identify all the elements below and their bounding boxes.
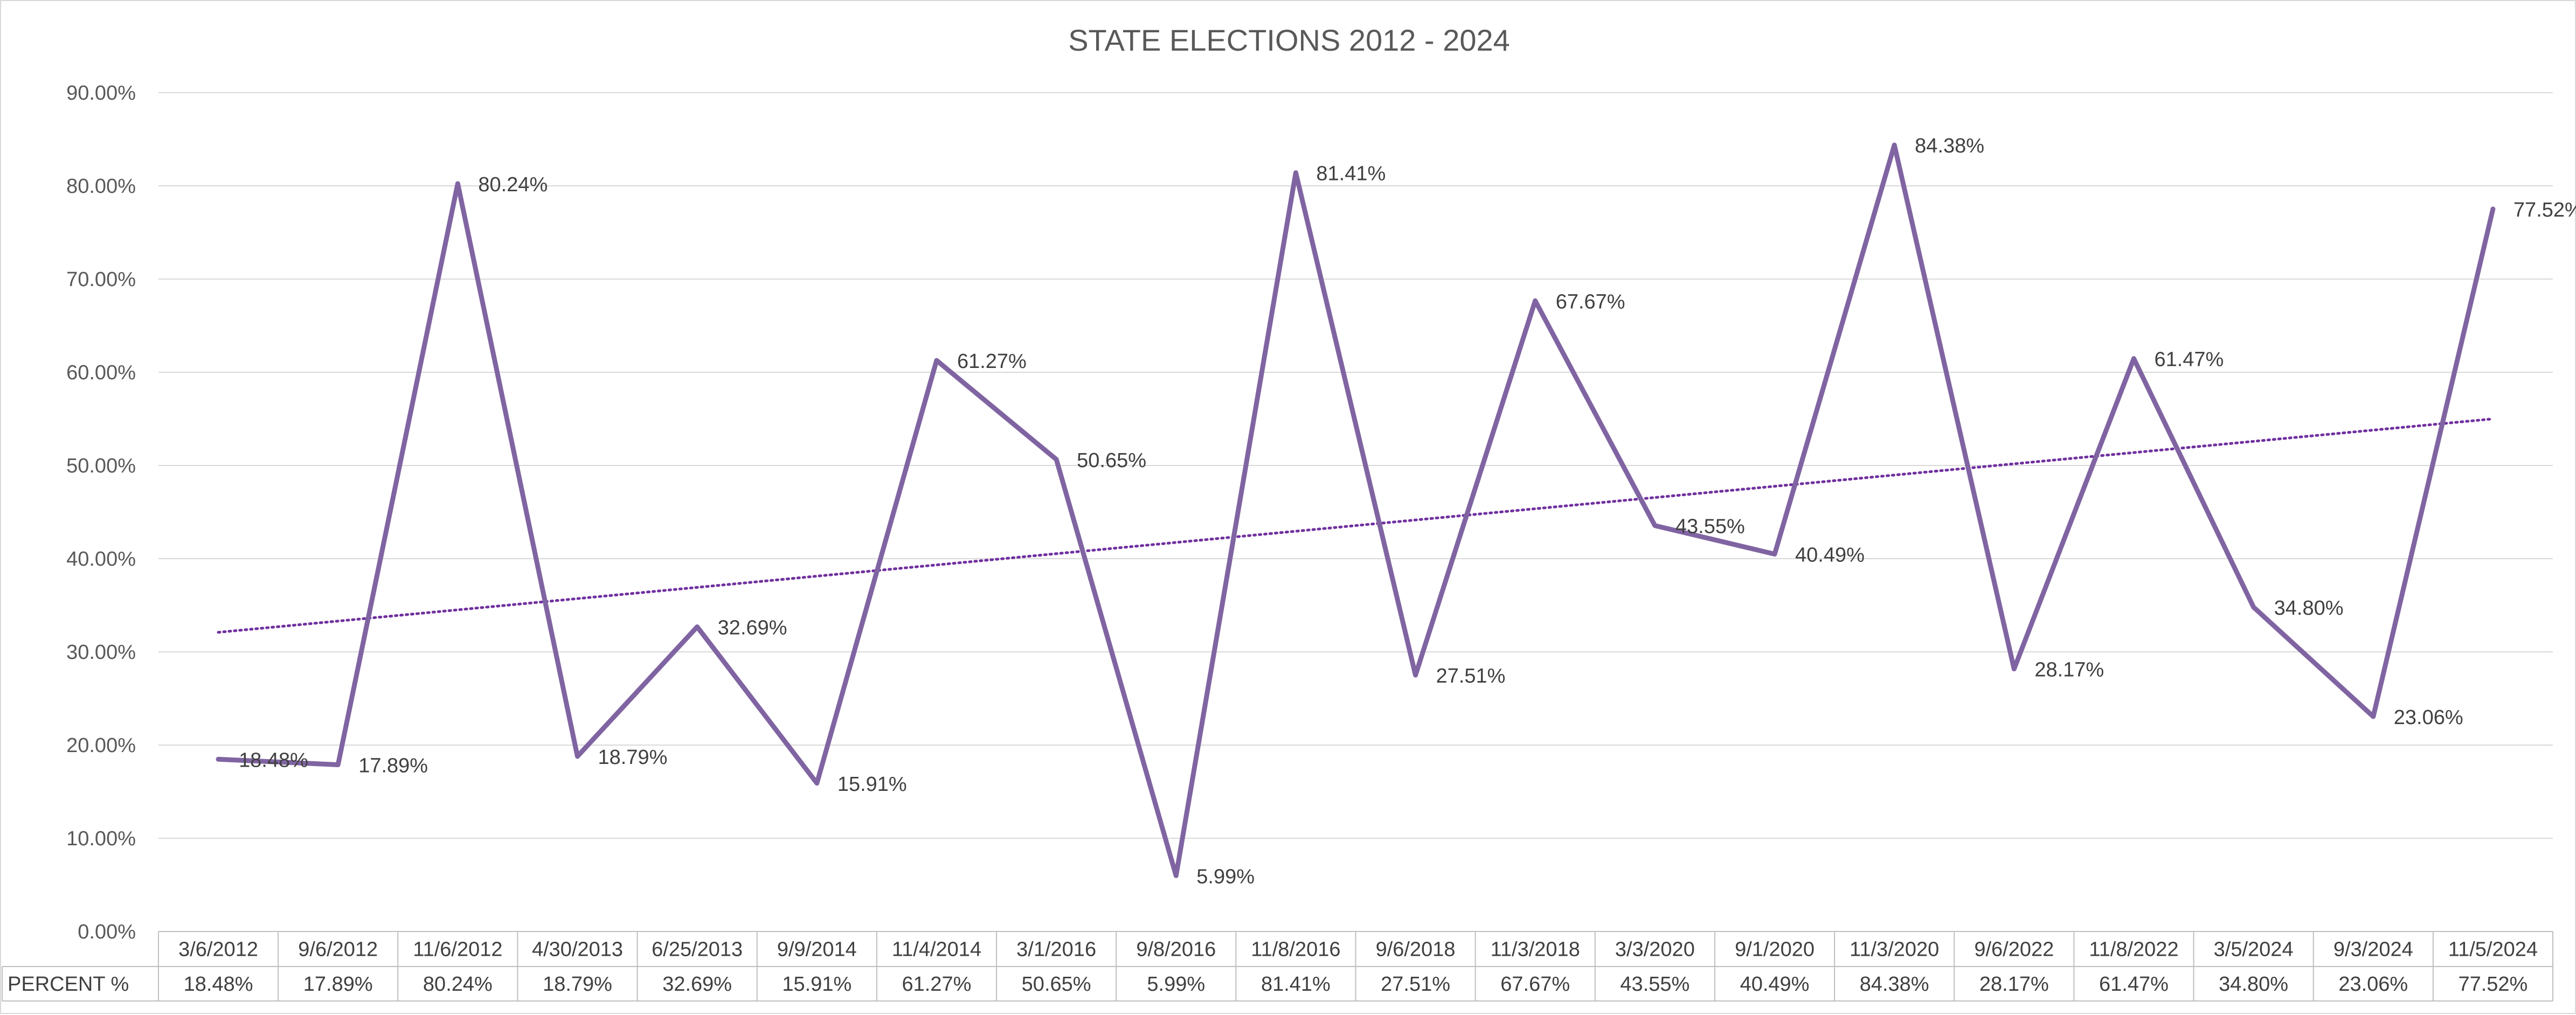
data-label: 27.51% — [1436, 665, 1506, 687]
x-category-label: 4/30/2013 — [532, 938, 623, 961]
x-category-label: 11/4/2014 — [892, 938, 981, 961]
data-label: 43.55% — [1675, 516, 1745, 538]
data-label: 32.69% — [718, 616, 787, 639]
table-value-cell: 15.91% — [782, 973, 851, 996]
table-row-header: PERCENT % — [8, 973, 129, 996]
y-tick-label: 50.00% — [66, 455, 136, 477]
data-label: 80.24% — [478, 173, 548, 196]
x-category-label: 3/6/2012 — [178, 938, 258, 961]
data-label: 5.99% — [1196, 865, 1255, 888]
x-category-label: 9/9/2014 — [777, 938, 857, 961]
x-category-label: 9/6/2012 — [298, 938, 378, 961]
data-label: 77.52% — [2513, 199, 2576, 221]
x-category-label: 9/8/2016 — [1136, 938, 1216, 961]
table-value-cell: 43.55% — [1620, 973, 1689, 996]
table-value-cell: 32.69% — [662, 973, 732, 996]
chart-title: STATE ELECTIONS 2012 - 2024 — [1068, 23, 1510, 57]
x-category-label: 3/1/2016 — [1016, 938, 1096, 961]
data-label: 28.17% — [2034, 659, 2104, 682]
x-category-label: 9/6/2018 — [1376, 938, 1456, 961]
x-category-label: 3/3/2020 — [1615, 938, 1695, 961]
y-tick-label: 30.00% — [66, 641, 136, 664]
y-tick-label: 10.00% — [66, 828, 136, 850]
data-label: 34.80% — [2274, 597, 2344, 620]
x-category-label: 11/3/2020 — [1850, 938, 1939, 961]
x-category-label: 9/6/2022 — [1974, 938, 2054, 961]
table-value-cell: 34.80% — [2219, 973, 2288, 996]
x-category-label: 11/6/2012 — [413, 938, 502, 961]
table-value-cell: 77.52% — [2458, 973, 2527, 996]
x-category-label: 11/8/2016 — [1251, 938, 1340, 961]
data-label: 40.49% — [1795, 544, 1865, 567]
data-label: 81.41% — [1316, 163, 1386, 185]
table-value-cell: 18.79% — [543, 973, 612, 996]
data-label: 15.91% — [837, 773, 907, 796]
table-value-cell: 67.67% — [1500, 973, 1570, 996]
y-axis-ticks: 0.00% 10.00% 20.00% 30.00% 40.00% 50.00% 60.00… — [66, 82, 136, 943]
table-value-cell: 17.89% — [303, 973, 373, 996]
trendline-group — [217, 418, 2495, 634]
y-tick-label: 80.00% — [66, 175, 136, 198]
y-tick-label: 20.00% — [66, 734, 136, 757]
table-value-cell: 28.17% — [1979, 973, 2049, 996]
data-label: 23.06% — [2394, 706, 2463, 729]
table-value-cell: 80.24% — [423, 973, 493, 996]
table-value-cell: 23.06% — [2338, 973, 2408, 996]
x-category-label: 11/3/2018 — [1491, 938, 1580, 961]
data-label: 18.79% — [598, 746, 668, 769]
table-value-cell: 50.65% — [1022, 973, 1091, 996]
table-value-cell: 61.47% — [2099, 973, 2169, 996]
table-value-cell: 81.41% — [1261, 973, 1331, 996]
table-value-cell: 40.49% — [1740, 973, 1810, 996]
x-category-label: 11/5/2024 — [2448, 938, 2538, 961]
x-category-label: 11/8/2022 — [2089, 938, 2178, 961]
y-tick-label: 90.00% — [66, 82, 136, 105]
series-line-group — [216, 142, 2496, 878]
data-label: 50.65% — [1077, 449, 1146, 472]
data-label: 17.89% — [358, 755, 428, 777]
y-tick-label: 60.00% — [66, 361, 136, 384]
data-label: 67.67% — [1556, 290, 1625, 313]
y-tick-label: 0.00% — [78, 921, 136, 943]
table-value-cell: 27.51% — [1381, 973, 1450, 996]
y-tick-label: 40.00% — [66, 548, 136, 571]
table-value-cell: 84.38% — [1860, 973, 1929, 996]
trendline — [217, 418, 2495, 634]
gridlines — [158, 92, 2553, 932]
x-category-label: 9/1/2020 — [1735, 938, 1815, 961]
table-value-cell: 5.99% — [1147, 973, 1205, 996]
x-category-label: 6/25/2013 — [652, 938, 743, 961]
data-label: 61.27% — [957, 350, 1027, 373]
series-line — [216, 142, 2496, 878]
x-category-label: 3/5/2024 — [2214, 938, 2294, 961]
table-value-cell: 18.48% — [184, 973, 253, 996]
data-table: PERCENT % 3/6/2012 18.48% 9/6/2012 17.89% 11/… — [2, 931, 2553, 1002]
table-value-cell: 61.27% — [902, 973, 972, 996]
data-label: 84.38% — [1915, 135, 1984, 157]
data-labels: 18.48% 17.89% 80.24% 18.79% 32.69% 15.91% 61.2… — [239, 135, 2576, 888]
data-label: 61.47% — [2154, 349, 2224, 371]
y-tick-label: 70.00% — [66, 268, 136, 291]
x-category-label: 9/3/2024 — [2333, 938, 2413, 961]
data-label: 18.48% — [239, 749, 308, 771]
